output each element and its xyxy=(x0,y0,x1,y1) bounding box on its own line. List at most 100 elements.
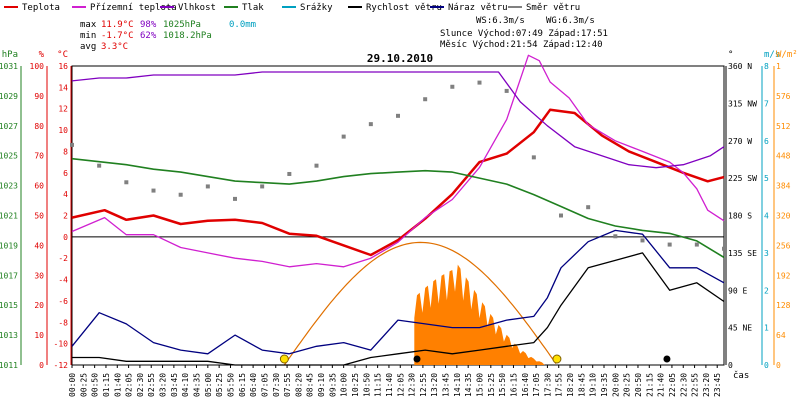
series-line xyxy=(71,108,725,257)
pct-tick: 50 xyxy=(34,212,44,221)
x-tick-label: 05:50 xyxy=(226,373,235,397)
ms-tick: 3 xyxy=(764,249,769,258)
wm2-tick: 128 xyxy=(776,301,791,310)
legend-label: Tlak xyxy=(242,3,264,13)
stat-max-hum: 98% xyxy=(140,20,157,30)
x-tick-label: 17:30 xyxy=(543,373,552,397)
pct-tick: 80 xyxy=(34,122,44,131)
wind-direction-point xyxy=(205,184,210,189)
stat-min-label: min xyxy=(80,31,96,41)
x-tick-label: 04:35 xyxy=(193,373,202,397)
stat-max-press: 1025hPa xyxy=(163,20,201,30)
x-tick-label: 20:00 xyxy=(611,373,620,397)
stat-max-rain: 0.0mm xyxy=(229,20,256,30)
x-tick-label: 06:15 xyxy=(238,373,247,397)
info-block: WS:6.3m/s WG:6.3m/s Slunce Východ:07:49 … xyxy=(440,16,608,50)
wm2-tick: 256 xyxy=(776,241,791,250)
hPa-tick: 1029 xyxy=(0,92,18,101)
plot-frame xyxy=(71,65,725,366)
legend-label: Rychlost větru xyxy=(366,3,442,13)
wm2-unit: W/m² xyxy=(776,50,798,60)
stat-min-temp: -1.7°C xyxy=(101,31,134,41)
temp-tick: 8 xyxy=(63,147,68,156)
series-line xyxy=(71,157,725,259)
pct-tick: 90 xyxy=(34,92,44,101)
wm2-tick: 1 xyxy=(776,62,781,71)
legend-label: Náraz větru xyxy=(448,3,508,13)
sunrise-marker xyxy=(279,354,289,364)
sunset-marker xyxy=(552,354,562,364)
wind-direction-point xyxy=(260,184,265,189)
series-line xyxy=(71,54,725,268)
stat-min-press: 1018.2hPa xyxy=(163,31,212,41)
temp-tick: -10 xyxy=(54,340,69,349)
wind-direction-point xyxy=(287,171,292,176)
x-tick-label: 09:35 xyxy=(328,373,337,397)
series-line xyxy=(71,71,725,169)
x-tick-label: 00:00 xyxy=(68,373,77,397)
pct-tick: 10 xyxy=(34,331,44,340)
plot-area xyxy=(70,54,726,366)
wind-direction-point xyxy=(151,188,156,193)
wind-direction-point xyxy=(613,234,618,239)
wm2-tick: 576 xyxy=(776,92,791,101)
x-axis-label: čas xyxy=(733,370,749,381)
x-tick-label: 03:20 xyxy=(159,373,168,397)
wind-direction-point xyxy=(70,142,74,147)
wind-direction-point xyxy=(586,205,591,210)
solar-radiation-area xyxy=(414,264,545,365)
x-tick-label: 15:50 xyxy=(498,373,507,397)
temp-tick: 12 xyxy=(58,105,68,114)
moon-marker xyxy=(413,355,421,363)
x-tick-label: 11:40 xyxy=(385,373,394,397)
x-tick-label: 06:40 xyxy=(249,373,258,397)
wind-direction-point xyxy=(233,196,237,201)
x-tick-label: 22:05 xyxy=(668,373,677,397)
x-tick-label: 04:10 xyxy=(181,373,190,397)
hPa-tick: 1015 xyxy=(0,301,18,310)
x-tick-label: 05:25 xyxy=(215,373,224,397)
temp-tick: 6 xyxy=(63,169,68,178)
dir-tick: 45 NE xyxy=(728,324,752,333)
hPa-tick: 1017 xyxy=(0,271,18,280)
x-tick-label: 12:30 xyxy=(408,373,417,397)
wind-direction-point xyxy=(314,163,319,168)
wind-direction-point xyxy=(368,122,373,127)
legend-label: Teplota xyxy=(22,3,60,13)
info-moon: Měsíc Východ:21:54 Západ:12:40 xyxy=(440,40,603,50)
stat-max-temp: 11.9°C xyxy=(101,20,134,30)
temp-tick: 4 xyxy=(63,190,68,199)
wind-direction-point xyxy=(504,88,509,93)
x-tick-label: 17:05 xyxy=(532,373,541,397)
dir-unit: ° xyxy=(728,50,733,60)
x-tick-label: 16:15 xyxy=(509,373,518,397)
x-tick-label: 02:05 xyxy=(125,373,134,397)
x-tick-label: 01:15 xyxy=(102,373,111,397)
series-line xyxy=(72,252,725,366)
chart-legend: Teplota Přízemní teplota Vlhkost Tlak Srážky… xyxy=(4,3,580,13)
dir-tick: 180 S xyxy=(728,212,752,221)
temp-tick: 16 xyxy=(58,62,68,71)
hPa-tick: 1013 xyxy=(0,331,18,340)
x-tick-label: 22:30 xyxy=(679,373,688,397)
x-tick-label: 03:45 xyxy=(170,373,179,397)
x-tick-label: 08:45 xyxy=(306,373,315,397)
wind-direction-point xyxy=(531,155,536,160)
x-tick-label: 18:20 xyxy=(566,373,575,397)
wind-direction-point xyxy=(477,80,482,85)
x-tick-label: 00:50 xyxy=(91,373,100,397)
x-tick-label: 21:15 xyxy=(645,373,654,397)
x-tick-label: 00:25 xyxy=(79,373,88,397)
x-tick-label: 07:30 xyxy=(272,373,281,397)
x-tick-label: 07:55 xyxy=(283,373,292,397)
temp-tick: -2 xyxy=(58,254,68,263)
ms-unit: m/s xyxy=(764,50,780,60)
pct-tick: 70 xyxy=(34,152,44,161)
pct-tick: 20 xyxy=(34,301,44,310)
wind-direction-point xyxy=(341,134,346,139)
wind-direction-point xyxy=(97,163,102,168)
hPa-tick: 1027 xyxy=(0,122,18,131)
stats-block: max 11.9°C 98% 1025hPa 0.0mm min -1.7°C … xyxy=(80,20,256,52)
x-tick-label: 16:40 xyxy=(521,373,530,397)
hPa-tick: 1021 xyxy=(0,212,18,221)
